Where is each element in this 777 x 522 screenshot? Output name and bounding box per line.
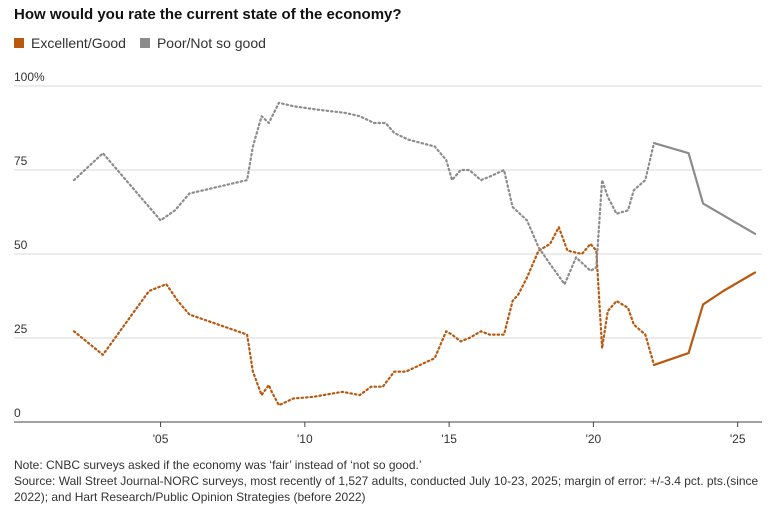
chart-title: How would you rate the current state of … [14,6,402,23]
y-tick-label: 100% [14,70,45,84]
legend-item-excellent-good: Excellent/Good [14,35,126,51]
series-line-poor-not-so-good-solid [652,142,757,235]
series-line-poor-not-so-good-dotted [72,101,656,286]
legend-label-poor-not-so-good: Poor/Not so good [156,35,266,51]
note-text: Note: CNBC surveys asked if the economy … [14,458,422,472]
series-line-excellent-good-dotted [72,226,656,407]
chart-legend: Excellent/Good Poor/Not so good [14,35,280,51]
x-tick-label: '15 [441,432,457,446]
y-tick-label: 0 [14,406,21,420]
legend-swatch-excellent-good [14,38,24,48]
chart-notes: Note: CNBC surveys asked if the economy … [14,457,764,505]
x-tick-label: '25 [730,432,746,446]
x-tick-label: '20 [586,432,602,446]
legend-label-excellent-good: Excellent/Good [31,35,126,51]
y-tick-label: 50 [14,238,28,252]
y-tick-label: 25 [14,322,28,336]
x-tick-label: '10 [297,432,313,446]
legend-item-poor-not-so-good: Poor/Not so good [139,35,266,51]
y-tick-label: 75 [14,154,28,168]
series-line-excellent-good-solid [652,271,757,366]
source-text: Source: Wall Street Journal-NORC surveys… [14,474,759,504]
x-tick-label: '05 [153,432,169,446]
legend-swatch-poor-not-so-good [139,38,150,48]
